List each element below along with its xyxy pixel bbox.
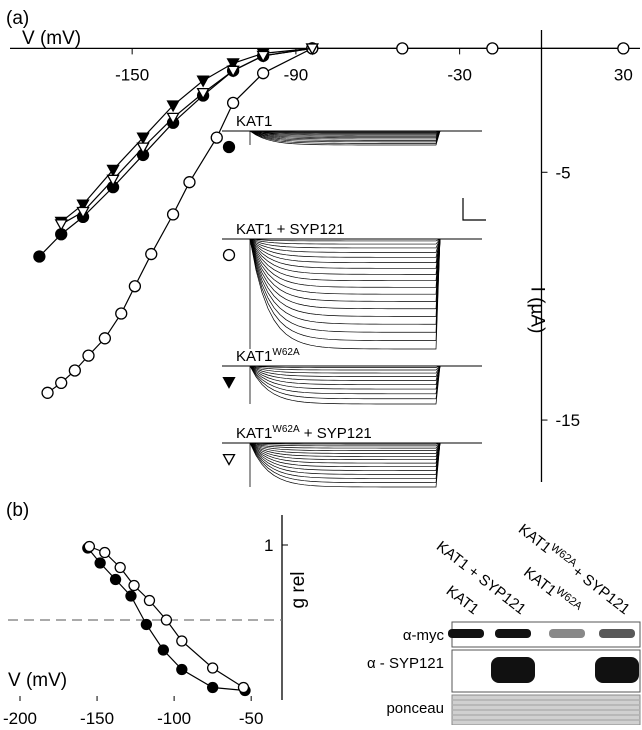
point (83, 350, 94, 361)
point (168, 209, 179, 220)
x-tick-label: -90 (284, 65, 309, 84)
blot-column-label: KAT1 (443, 582, 482, 618)
band (491, 657, 535, 683)
current-trace (250, 366, 440, 370)
point (129, 281, 140, 292)
legend-marker (224, 142, 235, 153)
point (177, 636, 187, 646)
x-tick-label: -200 (3, 709, 37, 725)
fit-line (61, 48, 312, 224)
band (599, 629, 635, 638)
point (34, 251, 45, 262)
point (146, 249, 157, 260)
blot-column-text: KAT1 + SYP121 (433, 538, 529, 618)
x-tick-label: -150 (80, 709, 114, 725)
point (228, 97, 239, 108)
band (448, 629, 484, 638)
x-tick-label: -150 (115, 65, 149, 84)
blot-row-label: α - SYP121 (367, 655, 444, 672)
point (100, 548, 110, 558)
legend-name: KAT1 (236, 348, 272, 365)
band (595, 657, 639, 683)
current-trace (250, 239, 440, 301)
current-trace (250, 366, 440, 385)
y-tick-label: 1 (264, 536, 273, 555)
current-trace (250, 239, 440, 341)
x-axis-label: V (mV) (8, 670, 67, 691)
point (141, 620, 151, 630)
point (487, 43, 498, 54)
x-axis-label: V (mV) (22, 28, 81, 49)
legend-name: KAT1 + SYP121 (236, 221, 345, 238)
point (208, 663, 218, 673)
point (198, 76, 209, 86)
point (258, 68, 269, 79)
blot-column-sup: W62A (548, 542, 580, 570)
band (549, 629, 585, 638)
band (495, 629, 531, 638)
point (56, 377, 67, 388)
blot-row-label: ponceau (386, 700, 444, 717)
blot-column-sup: W62A (553, 585, 585, 613)
x-tick-label: -100 (157, 709, 191, 725)
legend-label: KAT1 + SYP121 (236, 221, 345, 238)
legend-label: KAT1 (236, 113, 272, 130)
point (115, 563, 125, 573)
point (129, 581, 139, 591)
point (177, 665, 187, 675)
blot-column-text: KAT1 (443, 582, 482, 618)
legend-superscript: W62A (272, 424, 300, 435)
y-axis-label: g rel (288, 572, 309, 609)
point (84, 542, 94, 552)
point (42, 387, 53, 398)
point (144, 596, 154, 606)
blot-column-label: KAT1 + SYP121 (433, 538, 529, 618)
point (397, 43, 408, 54)
point (618, 43, 629, 54)
legend-marker (224, 378, 235, 388)
current-trace (250, 239, 440, 244)
legend-suffix: + SYP121 (300, 425, 372, 442)
x-tick-label: -30 (447, 65, 472, 84)
legend-name: KAT1 (236, 425, 272, 442)
blot-row-label: α-myc (403, 627, 445, 644)
legend-label: KAT1W62A (236, 347, 300, 365)
panel-label: (b) (6, 500, 29, 521)
legend-marker (224, 455, 235, 465)
current-trace (250, 239, 440, 294)
legend-superscript: W62A (272, 347, 300, 358)
y-tick-label: -15 (555, 411, 580, 430)
figure: (a)V (mV)-150-90-3030-5-15I (µA)KAT1KAT1… (0, 0, 642, 725)
point (208, 683, 218, 693)
point (56, 220, 67, 230)
current-trace (250, 239, 440, 263)
x-tick-label: 30 (614, 65, 633, 84)
point (95, 558, 105, 568)
current-trace (250, 239, 440, 324)
legend-marker (224, 250, 235, 261)
point (111, 575, 121, 585)
legend-name: KAT1 (236, 113, 272, 130)
x-tick-label: -50 (239, 709, 264, 725)
current-trace (250, 239, 440, 332)
scale-bar (463, 198, 486, 220)
point (69, 365, 80, 376)
point (238, 683, 248, 693)
point (126, 591, 136, 601)
point (99, 333, 110, 344)
point (116, 308, 127, 319)
legend-label: KAT1W62A + SYP121 (236, 424, 372, 442)
y-axis-label: I (µA) (526, 287, 547, 334)
panel-label: (a) (6, 8, 29, 29)
point (184, 177, 195, 188)
y-tick-label: -5 (555, 163, 570, 182)
point (211, 132, 222, 143)
point (158, 645, 168, 655)
point (161, 615, 171, 625)
